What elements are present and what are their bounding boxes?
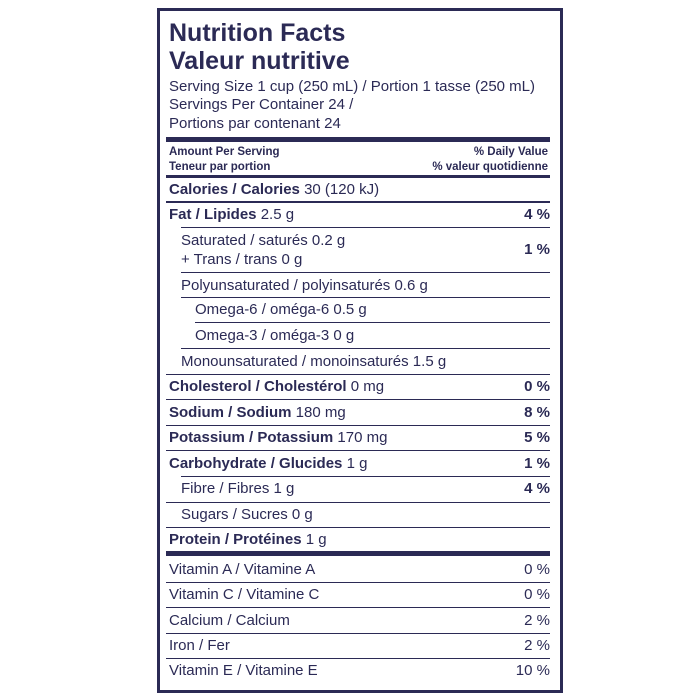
daily-value: 4 % bbox=[524, 480, 550, 497]
row-label: Fat / Lipides 2.5 g bbox=[169, 206, 294, 224]
column-header: % valeur quotidienne bbox=[432, 161, 548, 173]
row-rule bbox=[181, 272, 550, 273]
label-text: 30 (120 kJ) bbox=[304, 181, 380, 198]
row-label: Vitamin E / Vitamine E bbox=[169, 662, 318, 680]
label-text: 170 mg bbox=[337, 429, 388, 446]
row-rule bbox=[166, 425, 550, 426]
column-header: % Daily Value bbox=[473, 146, 548, 158]
servings: Servings Per Container 24 / bbox=[169, 96, 354, 113]
row-rule bbox=[181, 227, 550, 228]
row-rule bbox=[181, 348, 550, 349]
row-label: Polyunsaturated / polyinsaturés 0.6 g bbox=[181, 277, 428, 295]
daily-value: 1 % bbox=[524, 241, 550, 258]
label-text: Sugars / Sucres 0 g bbox=[181, 506, 313, 523]
row-rule bbox=[195, 322, 550, 323]
row-label: Omega-3 / oméga-3 0 g bbox=[195, 327, 354, 345]
daily-value: 1 % bbox=[524, 455, 550, 472]
row-label: Vitamin C / Vitamine C bbox=[169, 586, 320, 604]
daily-value: 2 % bbox=[524, 636, 550, 654]
servings: Portions par contenant 24 bbox=[169, 115, 341, 132]
row-label: Fibre / Fibres 1 g bbox=[181, 480, 294, 498]
daily-value: 0 % bbox=[524, 561, 550, 578]
label-text: Saturated / saturés 0.2 g bbox=[181, 232, 346, 249]
label-text: 2.5 g bbox=[260, 206, 295, 223]
row-label: Cholesterol / Cholestérol 0 mg bbox=[169, 378, 384, 396]
label-text: Carbohydrate / Glucides bbox=[169, 455, 343, 472]
daily-value: 0 % bbox=[524, 586, 550, 604]
label-text: 1 g bbox=[305, 531, 327, 548]
thick-rule bbox=[166, 551, 550, 556]
row-rule bbox=[166, 527, 550, 528]
row-label: Saturated / saturés 0.2 g bbox=[181, 232, 345, 250]
row-label: Potassium / Potassium 170 mg bbox=[169, 429, 387, 447]
row-rule bbox=[166, 374, 550, 375]
label-text: Protein / Protéines bbox=[169, 531, 302, 548]
row-label: Carbohydrate / Glucides 1 g bbox=[169, 455, 367, 473]
label-text: 0 mg bbox=[350, 378, 385, 395]
label-text: Fat / Lipides bbox=[169, 206, 257, 223]
label-text: Sodium / Sodium bbox=[169, 404, 292, 421]
row-rule bbox=[166, 632, 550, 634]
thick-rule bbox=[166, 137, 550, 142]
label-text: Polyunsaturated / polyinsaturés 0.6 g bbox=[181, 277, 428, 294]
row-rule bbox=[166, 607, 550, 609]
row-rule bbox=[181, 476, 550, 477]
row-label: Monounsaturated / monoinsaturés 1.5 g bbox=[181, 353, 446, 371]
label-text: Fibre / Fibres 1 g bbox=[181, 480, 295, 497]
label-text: Omega-3 / oméga-3 0 g bbox=[195, 327, 355, 344]
row-label: + Trans / trans 0 g bbox=[181, 251, 303, 268]
daily-value: 5 % bbox=[524, 429, 550, 446]
nutrition-label bbox=[157, 8, 563, 693]
label-text: Potassium / Potassium bbox=[169, 429, 334, 446]
label-text: Omega-6 / oméga-6 0.5 g bbox=[195, 301, 367, 318]
row-label: Vitamin A / Vitamine A bbox=[169, 561, 316, 578]
row-label: Calcium / Calcium bbox=[169, 611, 290, 629]
row-rule bbox=[166, 399, 550, 400]
label-text: 180 mg bbox=[295, 404, 346, 421]
label-text: Cholesterol / Cholestérol bbox=[169, 378, 347, 395]
row-label: Protein / Protéines 1 g bbox=[169, 531, 327, 549]
label-text: Calories / Calories bbox=[169, 181, 300, 198]
label-text: 1 g bbox=[346, 455, 368, 472]
column-header: Teneur par portion bbox=[169, 161, 271, 173]
row-rule bbox=[166, 201, 550, 203]
row-label: Sodium / Sodium 180 mg bbox=[169, 404, 346, 422]
thick-rule bbox=[166, 175, 550, 178]
column-header: Amount Per Serving bbox=[169, 146, 280, 158]
daily-value: 10 % bbox=[515, 662, 550, 680]
row-label: Omega-6 / oméga-6 0.5 g bbox=[195, 301, 367, 319]
daily-value: 4 % bbox=[524, 206, 550, 223]
row-rule bbox=[166, 450, 550, 451]
serving-size: Serving Size 1 cup (250 mL) / Portion 1 … bbox=[169, 78, 536, 95]
row-label: Iron / Fer bbox=[169, 636, 230, 654]
row-rule bbox=[166, 502, 550, 503]
row-rule bbox=[181, 297, 550, 298]
row-rule bbox=[166, 582, 550, 583]
daily-value: 8 % bbox=[524, 404, 550, 421]
row-label: Calories / Calories 30 (120 kJ) bbox=[169, 181, 379, 199]
daily-value: 0 % bbox=[524, 378, 550, 395]
daily-value: 2 % bbox=[524, 611, 550, 629]
row-label: Sugars / Sucres 0 g bbox=[181, 506, 313, 524]
row-rule bbox=[166, 657, 550, 659]
title-fr: Valeur nutritive bbox=[169, 47, 350, 75]
title: Nutrition Facts bbox=[169, 19, 346, 47]
label-text: Monounsaturated / monoinsaturés 1.5 g bbox=[181, 353, 447, 370]
